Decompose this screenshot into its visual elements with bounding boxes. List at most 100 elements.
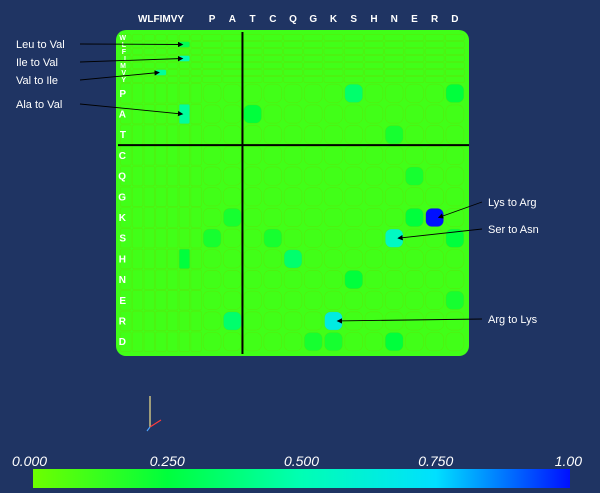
heatmap-cell-Y-R — [424, 76, 445, 83]
heatmap-cell-L-G — [303, 41, 324, 48]
heatmap-cell-W-E — [404, 34, 425, 41]
heatmap-cell-K-I — [155, 207, 167, 228]
heatmap-cell-D-G — [304, 332, 323, 352]
row-label-D: D — [119, 337, 126, 348]
heatmap-cell-S-Q — [283, 228, 303, 248]
heatmap-cell-Y-S — [343, 76, 364, 83]
heatmap-cell-D-C — [263, 332, 283, 352]
heatmap-cell-M-L — [132, 62, 144, 69]
heatmap-cell-M-F — [143, 62, 155, 69]
heatmap-cell-V-F — [143, 69, 155, 76]
heatmap-cell-H-S — [344, 249, 363, 269]
heatmap-cell-R-F — [143, 310, 155, 332]
heatmap-cell-Y-G — [303, 76, 324, 83]
heatmap-cell-T-K — [324, 125, 343, 145]
heatmap-cell-A-A — [223, 104, 242, 124]
heatmap-cell-E-N — [384, 290, 404, 310]
colorbar-tick-label: 0.250 — [150, 453, 185, 469]
row-label-H: H — [119, 254, 126, 265]
heatmap-cell-M-S — [343, 62, 364, 69]
heatmap-cell-D-A — [223, 332, 242, 352]
row-label-Y: Y — [121, 77, 126, 84]
heatmap-cell-I-N — [384, 55, 405, 62]
heatmap-cell-F-P — [202, 48, 222, 55]
heatmap-cell-H-E — [405, 249, 424, 269]
heatmap-cell-P-N — [384, 83, 404, 103]
heatmap-cell-Q-S — [344, 166, 363, 186]
colorbar-tick-label: 0.500 — [284, 453, 319, 469]
heatmap-cell-V-E — [404, 69, 425, 76]
col-label-C: C — [269, 14, 276, 25]
heatmap-cell-E-M — [167, 290, 179, 311]
heatmap-cell-H-L — [132, 248, 144, 269]
heatmap-cell-K-Y — [190, 207, 202, 228]
heatmap-cell-Q-L — [132, 166, 144, 187]
col-label-A: A — [229, 14, 236, 25]
annotation-arrow-ala-to-val — [79, 103, 184, 117]
heatmap-cell-H-K — [324, 249, 343, 269]
heatmap-cell-N-W — [120, 269, 132, 290]
annotation-leu-to-val: Leu to Val — [16, 39, 65, 51]
heatmap-cell-A-T — [243, 104, 262, 124]
heatmap-cell-K-W — [120, 207, 132, 228]
heatmap-cell-S-S — [344, 228, 363, 248]
heatmap-cell-I-C — [262, 55, 283, 62]
heatmap-cell-R-A — [223, 311, 242, 331]
heatmap-cell-A-Q — [283, 104, 303, 124]
heatmap-cell-E-A — [223, 290, 242, 310]
heatmap-cell-K-T — [243, 208, 262, 227]
heatmap-cell-S-V — [178, 228, 190, 249]
heatmap-cell-F-M — [167, 48, 179, 55]
heatmap-cell-N-Q — [283, 270, 303, 290]
heatmap-cell-V-D — [445, 69, 465, 76]
heatmap-cell-C-P — [202, 145, 222, 165]
heatmap-cell-D-W — [120, 331, 132, 352]
heatmap-cell-C-F — [143, 145, 155, 166]
heatmap-cell-M-C — [262, 62, 283, 69]
col-label-P: P — [209, 14, 216, 25]
heatmap-cell-N-C — [263, 270, 283, 290]
heatmap-cell-G-Y — [190, 186, 202, 207]
heatmap-cell-N-K — [324, 270, 343, 290]
annotation-arrow-arg-to-lys — [336, 318, 483, 324]
heatmap-cell-Q-W — [120, 166, 132, 187]
heatmap-cell-T-Q — [283, 125, 303, 145]
heatmap-cell-R-Q — [283, 311, 303, 331]
heatmap-cell-Y-K — [323, 76, 344, 83]
heatmap-cell-G-M — [167, 186, 179, 207]
heatmap-cell-E-L — [132, 290, 144, 311]
heatmap-cell-F-K — [323, 48, 344, 55]
heatmap-cell-S-A — [223, 228, 242, 248]
heatmap-cell-N-V — [178, 269, 190, 290]
heatmap-cell-N-L — [132, 269, 144, 290]
heatmap-cell-W-K — [323, 34, 344, 41]
heatmap-cell-S-W — [120, 228, 132, 249]
heatmap-cells — [116, 30, 469, 356]
heatmap-cell-S-C — [263, 228, 283, 248]
heatmap-cell-D-I — [155, 331, 167, 352]
heatmap-cell-R-G — [304, 311, 323, 331]
heatmap-cell-G-S — [344, 187, 363, 207]
heatmap-cell-F-E — [404, 48, 425, 55]
heatmap-cell-T-A — [223, 125, 242, 145]
heatmap-cell-Q-D — [445, 166, 465, 186]
heatmap-cell-L-C — [262, 41, 283, 48]
heatmap-cell-M-P — [202, 62, 222, 69]
heatmap-cell-A-M — [167, 103, 179, 125]
colorbar-tick-label: 0.000 — [12, 453, 47, 469]
annotations: Leu to Val Ile to Val Val to Ile Ala to Val… — [16, 39, 539, 326]
heatmap-cell-K-Q — [283, 208, 303, 227]
heatmap-cell-A-S — [344, 104, 363, 124]
heatmap-cell-Y-L — [132, 76, 144, 83]
heatmap-cell-C-R — [425, 145, 444, 165]
heatmap-cell-I-I — [155, 55, 167, 62]
heatmap-cell-G-R — [425, 187, 444, 207]
heatmap-cell-S-K — [324, 228, 343, 248]
heatmap-cell-Q-C — [263, 166, 283, 186]
heatmap-cell-D-F — [143, 331, 155, 352]
heatmap-cell-E-G — [304, 290, 323, 310]
heatmap-cell-H-I — [155, 248, 167, 269]
heatmap-cell-H-Q — [283, 249, 303, 269]
heatmap-cell-L-R — [424, 41, 445, 48]
heatmap-cell-Y-D — [445, 76, 465, 83]
